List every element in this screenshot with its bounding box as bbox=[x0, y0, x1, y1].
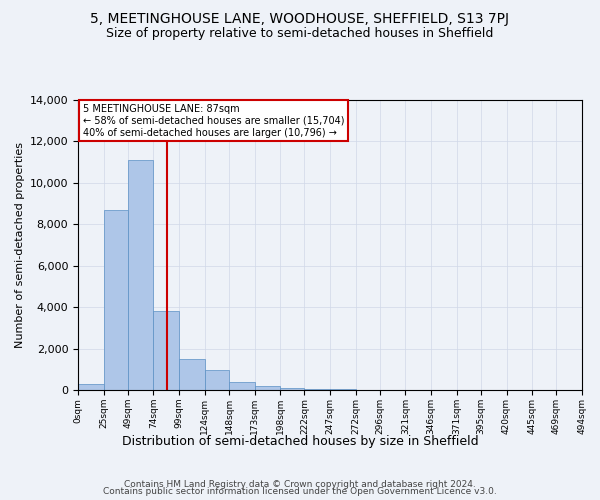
Text: 5, MEETINGHOUSE LANE, WOODHOUSE, SHEFFIELD, S13 7PJ: 5, MEETINGHOUSE LANE, WOODHOUSE, SHEFFIE… bbox=[91, 12, 509, 26]
Bar bbox=[280, 388, 304, 390]
Y-axis label: Number of semi-detached properties: Number of semi-detached properties bbox=[16, 142, 25, 348]
Bar bbox=[78, 384, 104, 390]
Bar bbox=[205, 370, 229, 390]
Text: Size of property relative to semi-detached houses in Sheffield: Size of property relative to semi-detach… bbox=[106, 28, 494, 40]
Bar bbox=[179, 359, 205, 390]
Bar bbox=[128, 160, 154, 390]
Text: Contains HM Land Registry data © Crown copyright and database right 2024.: Contains HM Land Registry data © Crown c… bbox=[124, 480, 476, 489]
Text: 5 MEETINGHOUSE LANE: 87sqm
← 58% of semi-detached houses are smaller (15,704)
40: 5 MEETINGHOUSE LANE: 87sqm ← 58% of semi… bbox=[83, 104, 344, 138]
Bar bbox=[154, 312, 179, 390]
Text: Distribution of semi-detached houses by size in Sheffield: Distribution of semi-detached houses by … bbox=[122, 435, 478, 448]
Bar bbox=[304, 389, 330, 390]
Bar bbox=[104, 210, 128, 390]
Text: Contains public sector information licensed under the Open Government Licence v3: Contains public sector information licen… bbox=[103, 488, 497, 496]
Bar bbox=[229, 382, 254, 390]
Bar bbox=[254, 386, 280, 390]
